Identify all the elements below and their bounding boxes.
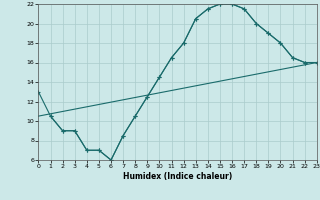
X-axis label: Humidex (Indice chaleur): Humidex (Indice chaleur): [123, 172, 232, 181]
